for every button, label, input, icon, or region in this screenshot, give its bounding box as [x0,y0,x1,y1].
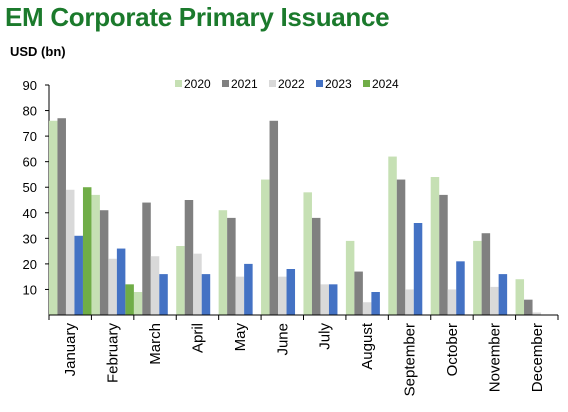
bar-2023-november [498,274,508,315]
legend-swatch-2023 [316,80,323,87]
bar-2020-june [261,179,270,315]
bar-2020-september [388,156,397,315]
legend: 2020 2021 2022 2023 2024 [175,77,399,91]
y-tick-label: 30 [23,231,37,246]
x-tick-label-december: December [529,323,546,392]
bar-2022-october [447,289,457,315]
x-tick-label-march: March [147,323,164,365]
bar-2021-may [227,217,236,315]
x-tick-label-november: November [486,323,503,392]
bar-2022-november [490,286,499,315]
bar-2021-february [99,210,109,315]
x-tick-label-october: October [444,323,461,376]
x-tick-label-april: April [189,323,206,353]
bar-2022-january [65,189,75,315]
bar-2023-august [371,292,380,315]
x-axis: January February March April May June July Augu… [48,314,559,396]
chart-title: EM Corporate Primary Issuance [5,2,390,32]
y-axis-unit-label: USD (bn) [10,44,66,59]
bar-2022-september [405,289,414,315]
y-tick-label: 90 [23,78,37,93]
legend-label-2021: 2021 [231,77,258,91]
legend-label-2020: 2020 [184,77,211,91]
legend-swatch-2024 [363,80,370,87]
bar-2020-july [303,192,312,315]
bar-2023-july [328,284,338,315]
y-tick-label: 10 [23,282,37,297]
x-tick-label-july: July [317,323,334,350]
legend-swatch-2021 [222,80,229,87]
bar-2023-june [286,269,296,315]
bar-2021-january [57,118,66,315]
bar-2020-october [430,177,440,315]
bar-2020-january [48,120,58,315]
bar-2022-august [362,302,372,315]
legend-label-2024: 2024 [372,77,399,91]
y-tick-label: 70 [23,129,37,144]
bar-2021-october [439,194,448,315]
legend-label-2022: 2022 [278,77,305,91]
bar-2021-june [269,120,279,315]
bar-2022-december [532,312,542,315]
x-tick-label-may: May [232,323,249,352]
bar-2023-march [159,274,168,315]
y-tick-label: 50 [23,180,37,195]
y-tick-label: 40 [23,206,37,221]
bar-2023-february [116,248,126,315]
bar-2021-november [481,233,491,315]
y-tick-label: 20 [23,257,37,272]
bar-2020-november [473,240,482,315]
bar-2022-may [235,276,245,315]
bar-2020-april [176,246,185,315]
bar-2021-august [354,271,363,315]
y-axis: 10 20 30 40 50 60 70 80 90 [23,78,50,315]
bar-2021-december [524,299,533,315]
y-tick-label: 80 [23,104,37,119]
bar-2022-march [150,256,160,315]
y-tick-label: 60 [23,155,37,170]
bar-2021-july [311,217,321,315]
bar-2023-may [244,263,253,315]
bar-2023-october [456,261,465,315]
bar-2022-july [320,284,329,315]
legend-swatch-2022 [269,80,276,87]
x-tick-label-june: June [274,323,291,356]
x-tick-label-september: September [402,323,419,396]
x-tick-label-august: August [359,322,376,370]
bar-2024-january [82,187,92,315]
x-tick-label-february: February [105,323,122,384]
bar-2020-december [515,279,525,315]
bar-2021-september [396,179,406,315]
bar-2020-march [133,292,143,315]
bar-2023-april [201,274,211,315]
bar-2022-april [193,253,202,315]
bar-2023-january [74,235,83,315]
bar-2024-february [125,284,134,315]
bar-2020-may [218,210,228,315]
bar-2021-march [142,202,151,315]
bar-2021-april [184,200,194,315]
bar-2023-september [413,223,423,315]
legend-label-2023: 2023 [325,77,352,91]
bar-2020-august [345,240,355,315]
x-tick-label-january: January [62,323,79,377]
bar-2022-june [278,276,287,315]
bar-2022-february [108,258,117,315]
bar-2020-february [91,194,100,315]
bars [48,118,542,315]
legend-swatch-2020 [175,80,182,87]
